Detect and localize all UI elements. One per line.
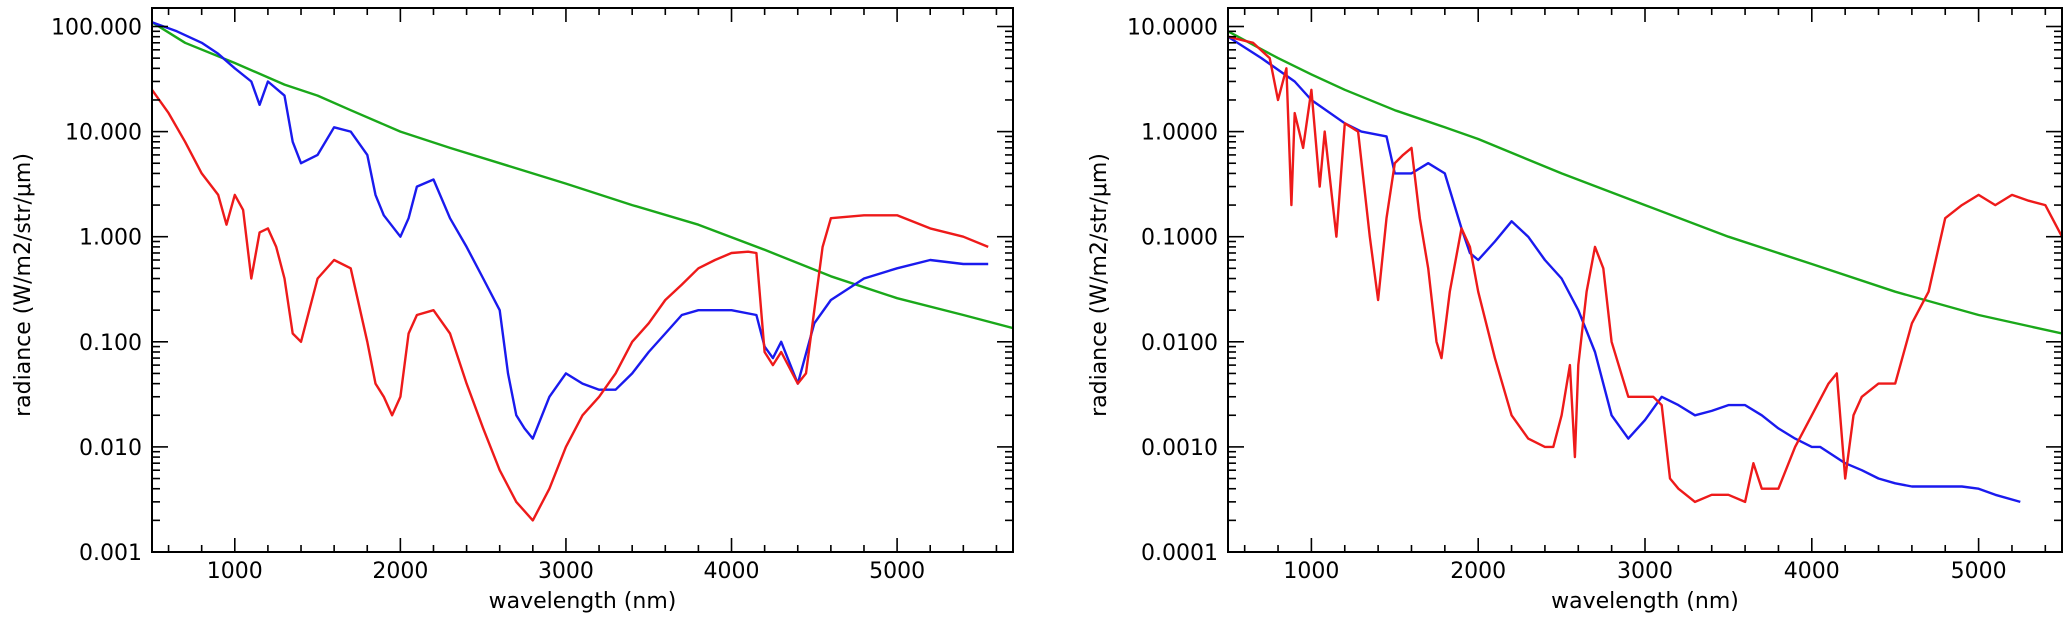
right-x-tick-label: 4000 <box>1784 559 1840 584</box>
right-y-axis-label: radiance (W/m2/str/μm) <box>1087 153 1112 417</box>
right-y-tick-label: 0.0001 <box>1141 541 1218 566</box>
left-y-tick-label: 0.001 <box>79 541 142 566</box>
left-x-tick-label: 4000 <box>704 559 760 584</box>
left-x-axis-label: wavelength (nm) <box>489 589 677 614</box>
left-y-tick-label: 10.000 <box>65 121 142 146</box>
left-y-tick-label: 0.100 <box>79 331 142 356</box>
left-x-tick-label: 5000 <box>869 559 925 584</box>
right-y-tick-label: 0.1000 <box>1141 226 1218 251</box>
right-x-tick-label: 2000 <box>1450 559 1506 584</box>
left-x-tick-label: 2000 <box>372 559 428 584</box>
left-x-tick-label: 3000 <box>538 559 594 584</box>
right-y-tick-label: 10.0000 <box>1127 16 1218 41</box>
right-series-red <box>1228 35 2062 504</box>
right-y-tick-label: 0.0010 <box>1141 436 1218 461</box>
right-x-tick-label: 1000 <box>1283 559 1339 584</box>
left-y-tick-label: 0.010 <box>79 436 142 461</box>
left-series-blue <box>152 21 989 440</box>
right-x-tick-label: 5000 <box>1951 559 2007 584</box>
right-y-tick-label: 1.0000 <box>1141 121 1218 146</box>
left-y-tick-label: 1.000 <box>79 226 142 251</box>
left-chart: wavelength (nm) radiance (W/m2/str/μm) 1… <box>11 7 1014 614</box>
left-series-red <box>152 89 989 522</box>
right-series-blue <box>1228 35 2021 504</box>
left-y-axis-label: radiance (W/m2/str/μm) <box>11 153 36 417</box>
right-chart: wavelength (nm) radiance (W/m2/str/μm) 1… <box>1087 7 2063 614</box>
left-y-tick-label: 100.000 <box>51 16 142 41</box>
right-series-green <box>1228 30 2062 335</box>
right-plot-frame <box>1227 7 2063 553</box>
left-series-green <box>152 21 1013 330</box>
right-y-tick-label: 0.0100 <box>1141 331 1218 356</box>
left-plot-frame <box>151 7 1014 553</box>
left-x-tick-label: 1000 <box>207 559 263 584</box>
right-x-tick-label: 3000 <box>1617 559 1673 584</box>
right-x-axis-label: wavelength (nm) <box>1551 589 1739 614</box>
